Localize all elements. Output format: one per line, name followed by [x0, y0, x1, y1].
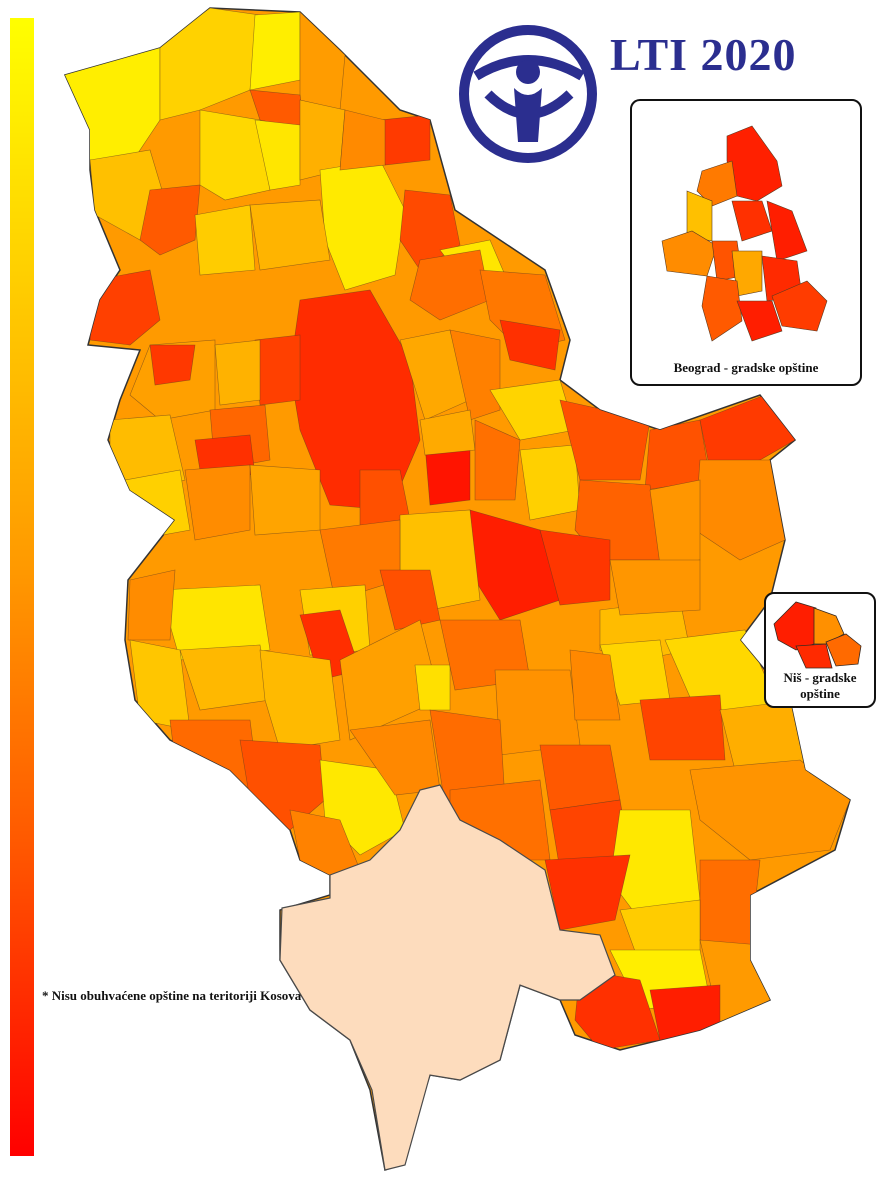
transparency-logo-icon — [459, 25, 597, 163]
footnote: * Nisu obuhvaćene opštine na teritoriji … — [42, 988, 302, 1003]
municipality-region — [249, 11, 301, 91]
municipality-region — [609, 559, 701, 616]
municipality-region — [731, 200, 773, 242]
municipality-region — [339, 109, 386, 171]
municipality-region — [569, 649, 621, 721]
municipality-region — [494, 669, 581, 756]
municipality-region — [519, 444, 581, 521]
municipality-region — [499, 319, 561, 371]
municipality-region — [159, 584, 271, 661]
color-scale-legend — [10, 18, 34, 1156]
municipality-region — [639, 694, 726, 761]
municipality-region — [254, 119, 301, 191]
municipality-region — [409, 249, 491, 321]
municipality-region — [449, 329, 501, 421]
municipality-region — [124, 469, 191, 541]
belgrade-inset: Beograd - gradske opštine — [630, 99, 862, 386]
municipality-region — [661, 230, 718, 277]
municipality-region — [773, 601, 817, 651]
map-title: LTI 2020 — [610, 29, 797, 80]
municipality-region — [214, 339, 261, 406]
municipality-region — [699, 394, 796, 471]
municipality-region — [544, 854, 631, 931]
nis-inset-map — [773, 601, 862, 669]
municipality-region — [649, 984, 721, 1041]
belgrade-inset-label: Beograd - gradske opštine — [673, 360, 819, 375]
municipality-region — [539, 744, 621, 811]
municipality-region — [127, 569, 176, 641]
municipality-region — [194, 204, 256, 276]
municipality-region — [701, 275, 743, 342]
municipality-region — [539, 529, 611, 606]
municipality-region — [771, 280, 828, 332]
municipality-region — [699, 859, 761, 951]
municipality-region — [139, 184, 201, 256]
municipality-region — [414, 664, 451, 711]
municipality-region — [254, 334, 301, 406]
municipality-region — [689, 759, 850, 861]
municipality-region — [736, 300, 783, 342]
municipality-region — [795, 643, 833, 669]
belgrade-inset-map — [661, 125, 828, 342]
municipality-region — [574, 969, 661, 1051]
municipality-region — [299, 11, 346, 111]
nis-inset-label: Niš - gradske opštine — [783, 670, 857, 701]
kosovo-region — [279, 784, 616, 1171]
municipality-region — [199, 109, 271, 201]
municipality-region — [184, 464, 251, 541]
municipality-region — [249, 199, 331, 271]
municipality-region — [696, 160, 738, 207]
municipality-region — [825, 633, 862, 667]
nis-inset: Niš - gradske opštine — [764, 592, 876, 708]
municipality-region — [249, 464, 321, 536]
municipality-region — [379, 114, 431, 166]
municipality-region — [766, 200, 808, 262]
municipality-region — [149, 344, 196, 386]
municipality-region — [474, 419, 521, 501]
